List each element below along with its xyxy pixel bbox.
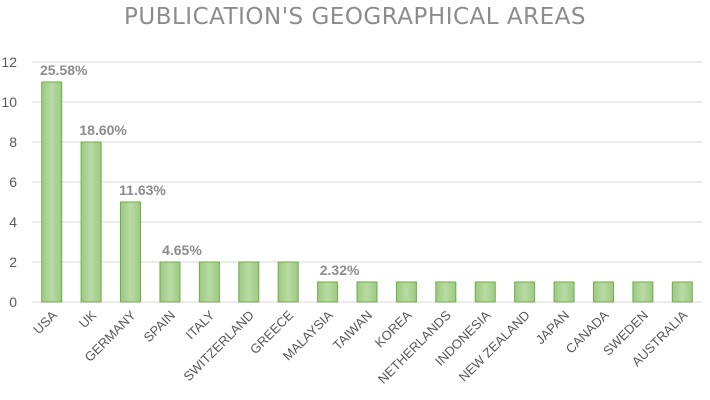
bar (120, 201, 142, 303)
bar (317, 281, 339, 303)
bar (553, 281, 575, 303)
bar (474, 281, 496, 303)
bar (80, 141, 102, 303)
data-label: 4.65% (162, 242, 202, 258)
bar (238, 261, 260, 303)
bar (277, 261, 299, 303)
y-tick-label: 10 (1, 94, 17, 110)
data-label: 18.60% (79, 122, 127, 138)
bar (632, 281, 654, 303)
y-tick-label: 4 (9, 214, 17, 230)
y-tick-label: 2 (9, 254, 17, 270)
bar (514, 281, 536, 303)
bar (435, 281, 457, 303)
bar (356, 281, 378, 303)
bar (159, 261, 181, 303)
bar (41, 81, 63, 303)
x-tick-label: SWITZERLAND (180, 308, 256, 384)
bar (395, 281, 417, 303)
chart-title: PUBLICATION'S GEOGRAPHICAL AREAS (124, 4, 586, 30)
x-tick-label: NEW ZEALAND (456, 308, 533, 385)
y-tick-label: 8 (9, 134, 17, 150)
y-tick-label: 6 (9, 174, 17, 190)
y-tick-label: 0 (9, 294, 17, 310)
x-tick-label: USA (30, 307, 60, 337)
x-tick-label: ITALY (183, 307, 218, 342)
bar (671, 281, 693, 303)
x-tick-label: UK (76, 307, 100, 331)
data-label: 25.58% (40, 62, 88, 78)
y-tick-label: 12 (1, 54, 17, 70)
data-label: 11.63% (119, 182, 166, 198)
x-tick-label: TAIWAN (330, 308, 375, 353)
data-label: 2.32% (320, 262, 360, 278)
bar (592, 281, 614, 303)
x-tick-label: SPAIN (141, 308, 179, 346)
bar (198, 261, 220, 303)
